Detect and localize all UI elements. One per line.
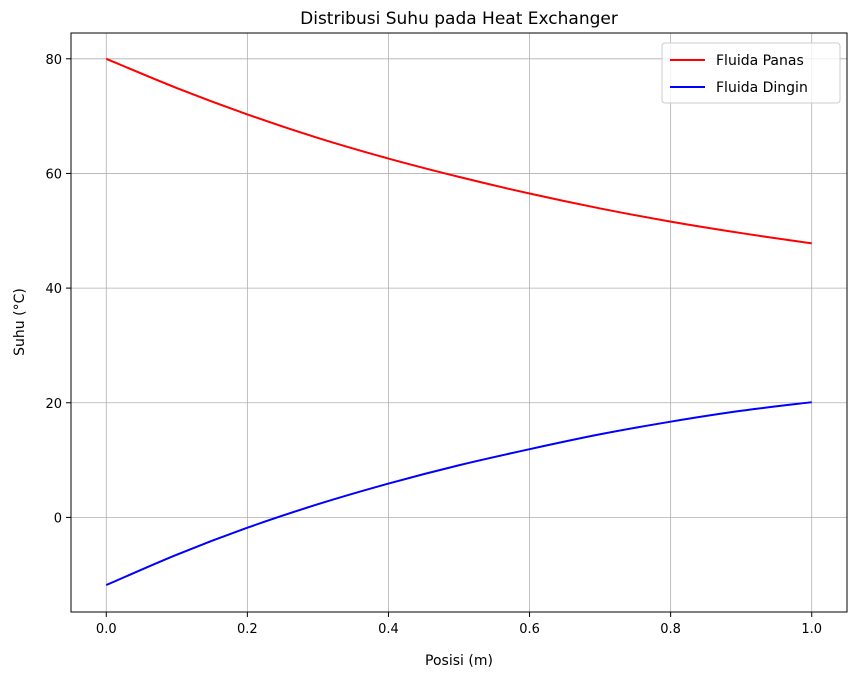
x-tick-label: 0.6 (519, 622, 540, 637)
x-tick-label: 0.2 (237, 622, 258, 637)
y-axis-label: Suhu (°C) (12, 288, 28, 356)
x-axis-label: Posisi (m) (425, 653, 493, 669)
y-tick-label: 60 (45, 167, 62, 182)
y-axis-ticks: 0 20 40 60 80 (45, 53, 71, 526)
y-tick-label: 80 (45, 53, 62, 68)
legend-box (661, 42, 841, 104)
x-tick-label: 0.0 (96, 622, 117, 637)
plot-frame (70, 32, 848, 613)
series-lines (105, 57, 812, 586)
y-tick-label: 40 (45, 282, 62, 297)
x-tick-label: 1.0 (801, 622, 822, 637)
legend: Fluida Panas Fluida Dingin (661, 42, 841, 104)
y-tick-label: 0 (54, 511, 62, 526)
chart-title: Distribusi Suhu pada Heat Exchanger (300, 9, 618, 29)
x-axis-ticks: 0.0 0.2 0.4 0.6 0.8 1.0 (96, 612, 822, 637)
x-tick-label: 0.4 (378, 622, 399, 637)
series-line-fluida-dingin (105, 401, 812, 586)
x-tick-label: 0.8 (660, 622, 681, 637)
series-line-fluida-panas (105, 57, 812, 245)
y-tick-label: 20 (45, 397, 62, 412)
legend-label-fluida-panas: Fluida Panas (716, 53, 804, 69)
legend-label-fluida-dingin: Fluida Dingin (716, 80, 808, 96)
